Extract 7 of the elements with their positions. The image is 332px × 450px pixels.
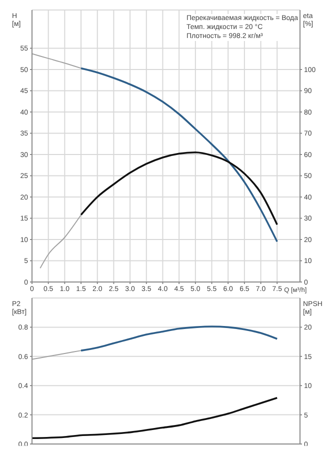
line-series: [80, 151, 278, 226]
line-series: [80, 67, 278, 243]
line-series: [32, 350, 82, 360]
line-series: [32, 53, 82, 69]
line-series: [32, 396, 278, 440]
line-series: [40, 214, 82, 269]
line-series: [80, 326, 278, 352]
